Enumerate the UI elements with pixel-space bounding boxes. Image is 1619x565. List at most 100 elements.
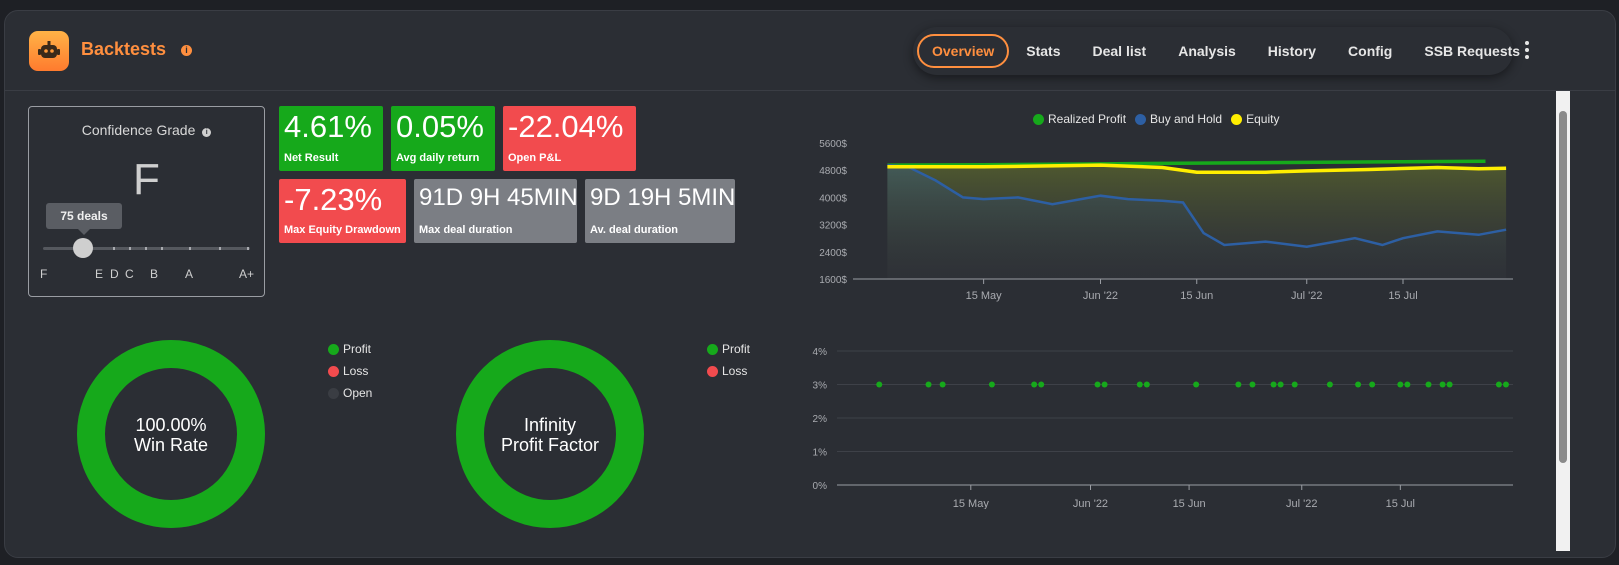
x-tick-label: 15 May [966,290,1003,302]
x-tick-label: 15 Jul [1388,290,1417,302]
kpi-value: 9D 19H 5MIN [590,184,736,211]
deal-point[interactable] [1270,381,1277,388]
equity-line [887,163,1507,174]
info-icon[interactable]: i [202,128,212,137]
kpi-label: Net Result [284,152,339,164]
tab-config[interactable]: Config [1348,43,1393,59]
legend-item-loss[interactable]: Loss [328,360,372,382]
win-rate-legend: Profit Loss Open [328,338,372,404]
donut-profit-arc [456,340,644,528]
deal-point[interactable] [1143,381,1150,388]
x-tick-label: 15 Jun [1173,498,1206,509]
grade-mark-c: C [125,267,134,281]
tab-ssb-requests[interactable]: SSB Requests [1424,43,1521,59]
deal-point[interactable] [1249,381,1256,388]
grade-slider-thumb [73,238,93,258]
y-tick-label: 2% [813,414,828,425]
win-rate-donut: 100.00% Win Rate [77,340,265,528]
grade-mark-a: A [185,267,194,281]
profit-factor-donut: Infinity Profit Factor [456,340,644,528]
deal-point[interactable] [1326,381,1333,388]
deal-point[interactable] [1369,381,1376,388]
donut-value: Infinity [524,415,576,435]
grade-value: F [133,155,160,204]
deal-point[interactable] [1502,381,1509,388]
buy-and-hold-area [887,165,1507,279]
deal-point[interactable] [1101,381,1108,388]
slider-tick [161,247,163,250]
x-tick-label: Jun '22 [1083,290,1118,302]
grade-mark-e: E [95,267,104,281]
kpi-label: Avg daily return [396,152,480,164]
deal-point[interactable] [1193,381,1200,388]
legend-item-realized-profit[interactable]: Realized Profit [1033,112,1126,126]
deal-point[interactable] [1446,381,1453,388]
deal-point[interactable] [1277,381,1284,388]
donut-profit-arc [77,340,265,528]
kpi-label: Av. deal duration [590,224,679,236]
scrollbar-thumb[interactable] [1559,111,1567,463]
deal-point[interactable] [1031,381,1038,388]
info-icon[interactable]: i [181,45,192,56]
legend-item-buy-and-hold[interactable]: Buy and Hold [1135,112,1222,126]
slider-tick [189,247,191,250]
deal-point[interactable] [1038,381,1045,388]
deal-point[interactable] [1094,381,1101,388]
x-tick-label: 15 May [953,498,990,509]
kpi-value: 0.05% [396,109,484,144]
donut-value: 100.00% [135,415,206,435]
x-tick-label: 15 Jul [1386,498,1415,509]
legend-dot [1231,113,1243,125]
slider-tick [145,247,147,250]
deal-point[interactable] [876,381,883,388]
vertical-scrollbar[interactable] [1556,91,1570,551]
deal-point[interactable] [1235,381,1242,388]
legend-item-equity[interactable]: Equity [1231,112,1279,126]
donut-label: Win Rate [134,435,208,455]
legend-dot [1033,113,1044,125]
equity-chart-legend: Realized Profit Buy and Hold Equity [1033,112,1288,126]
legend-dot [328,365,339,377]
y-tick-label: 4000$ [819,193,847,204]
deal-point[interactable] [925,381,932,388]
kpi-label: Max deal duration [419,224,513,236]
slider-tick [113,247,115,250]
deal-point[interactable] [1425,381,1432,388]
deal-point[interactable] [1355,381,1362,388]
kpi-value: -7.23% [284,182,383,217]
y-tick-label: 1% [813,448,828,459]
tab-bar: Overview Stats Deal list Analysis Histor… [913,27,1520,75]
deal-point[interactable] [988,381,995,388]
deal-point[interactable] [1136,381,1143,388]
tab-overview[interactable]: Overview [917,34,1010,68]
realized-profit-line [887,159,1486,167]
kpi-max-equity-drawdown: -7.23% Max Equity Drawdown [279,179,406,243]
kpi-value: -22.04% [508,109,624,144]
deal-point[interactable] [1439,381,1446,388]
grade-mark-a-plus: A+ [239,267,255,281]
legend-dot [707,343,718,355]
legend-item-open[interactable]: Open [328,382,372,404]
tab-history[interactable]: History [1267,43,1317,59]
tab-deal-list[interactable]: Deal list [1092,43,1147,59]
tab-analysis[interactable]: Analysis [1178,43,1236,59]
legend-item-loss[interactable]: Loss [707,360,750,382]
y-tick-label: 0% [813,481,828,492]
deal-point[interactable] [939,381,946,388]
tab-stats[interactable]: Stats [1026,43,1061,59]
x-tick-label: Jul '22 [1286,498,1317,509]
deal-point[interactable] [1291,381,1298,388]
kpi-avg-daily-return: 0.05% Avg daily return [391,106,495,171]
kpi-label: Open P&L [508,152,562,164]
legend-item-profit[interactable]: Profit [707,338,750,360]
deal-point[interactable] [1495,381,1502,388]
slider-tick [247,247,249,250]
deal-point[interactable] [1404,381,1411,388]
legend-dot [328,343,339,355]
legend-item-profit[interactable]: Profit [328,338,372,360]
more-menu-icon[interactable] [1525,41,1531,61]
deal-point[interactable] [1397,381,1404,388]
y-tick-label: 3200$ [819,221,847,232]
kpi-avg-deal-duration: 9D 19H 5MIN Av. deal duration [585,179,735,243]
grade-mark-f: F [40,267,48,281]
